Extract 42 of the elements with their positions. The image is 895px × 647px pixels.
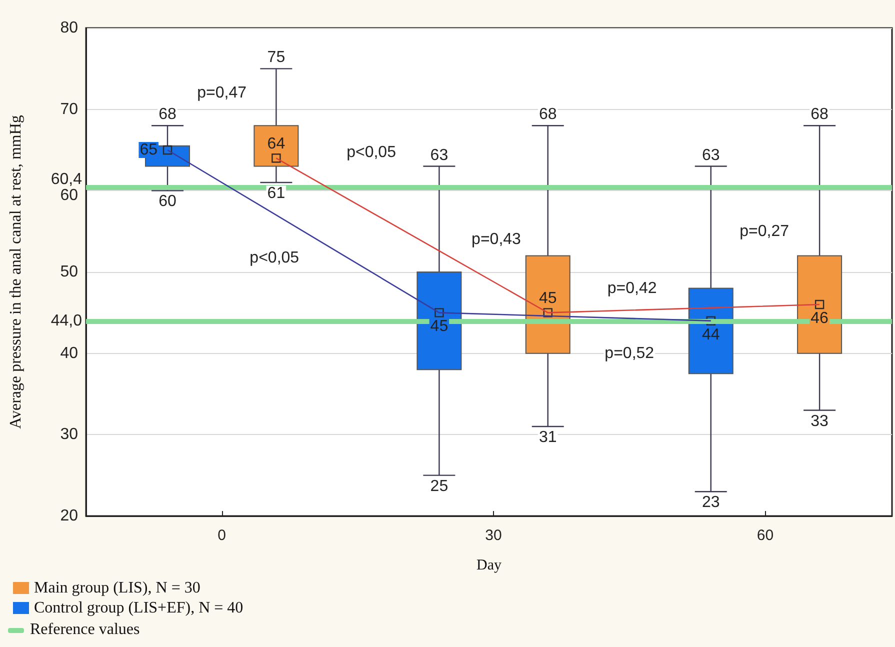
data-label: 45 <box>430 318 448 336</box>
annotation: 68 <box>538 106 557 124</box>
annotation: 75 <box>267 49 286 66</box>
annotation: 31 <box>538 429 557 446</box>
text: Reference values <box>30 621 140 639</box>
annotation: p=0,52 <box>604 344 654 362</box>
y-tick-label: 40 <box>60 344 78 362</box>
annotation: 63 <box>702 146 720 164</box>
annotation: p=0,47 <box>197 84 247 102</box>
annotation: 25 <box>430 478 448 495</box>
y-tick-label: 50 <box>60 264 78 280</box>
annotation: p<0,05 <box>346 144 396 161</box>
y-tick-label: 70 <box>60 100 78 118</box>
y-tick-label: 80 <box>60 20 78 36</box>
y-axis-title: Average pressure in the anal canal at rest, mmHg <box>8 115 24 429</box>
annotation: p=0,43 <box>472 230 522 248</box>
x-tick-label: 30 <box>485 527 502 544</box>
annotation: 60 <box>158 193 177 210</box>
ref-line-label: 44,0 <box>50 312 82 330</box>
annotation: 63 <box>430 146 448 164</box>
x-axis-title: Day <box>476 558 502 574</box>
annotation: 68 <box>158 106 177 124</box>
data-label: 45 <box>538 290 557 308</box>
data-label: 65 <box>140 142 158 158</box>
y-tick-label: 20 <box>60 508 78 524</box>
annotation: 23 <box>702 494 720 512</box>
annotation: p=0,42 <box>607 280 657 297</box>
x-tick-label: 0 <box>218 527 226 544</box>
y-tick-label: 30 <box>60 426 78 444</box>
annotation: 33 <box>810 412 829 430</box>
annotation: p=0,27 <box>740 222 790 240</box>
data-label: 64 <box>267 136 286 153</box>
ref-line-label: 60,4 <box>50 170 82 188</box>
legend-label: Control group (LIS+EF), N = 40 <box>34 600 244 616</box>
data-label: 44 <box>702 326 720 344</box>
x-tick-label: 60 <box>756 527 774 544</box>
annotation: 61 <box>267 185 286 202</box>
annotation: 68 <box>810 106 829 124</box>
y-tick-label: 60 <box>60 187 78 204</box>
data-label: 46 <box>810 310 829 328</box>
annotation: p<0,05 <box>250 250 300 267</box>
legend-label: Main group (LIS), N = 30 <box>34 580 200 596</box>
